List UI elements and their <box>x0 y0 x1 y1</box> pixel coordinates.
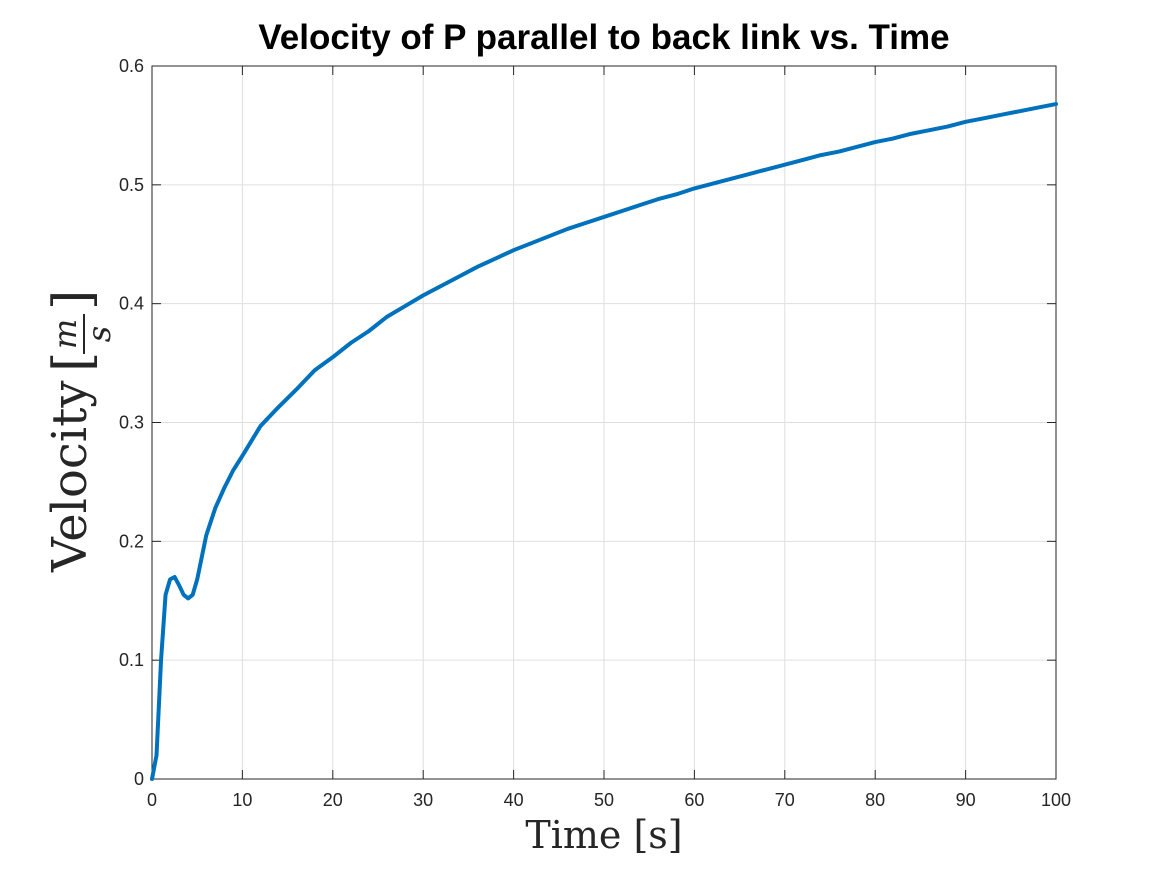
axis-ticks <box>151 65 1057 780</box>
x-tick-label: 60 <box>684 790 704 810</box>
x-tick-label: 80 <box>865 790 885 810</box>
x-tick-label: 90 <box>956 790 976 810</box>
y-tick-label: 0 <box>134 769 144 789</box>
x-tick-label: 40 <box>504 790 524 810</box>
x-tick-label: 10 <box>232 790 252 810</box>
y-axis-unit-denominator: s <box>80 326 118 342</box>
chart-title: Velocity of P parallel to back link vs. … <box>258 18 949 57</box>
y-axis-unit-close-bracket: ] <box>43 290 103 310</box>
y-tick-label: 0.6 <box>119 56 144 76</box>
x-tick-label: 100 <box>1041 790 1071 810</box>
y-axis-unit-open-bracket: [ <box>43 352 103 372</box>
grid-lines <box>151 65 1057 780</box>
x-tick-label: 0 <box>147 790 157 810</box>
y-axis-unit-numerator: m <box>46 319 84 349</box>
x-tick-label: 70 <box>775 790 795 810</box>
y-tick-label: 0.3 <box>119 413 144 433</box>
x-tick-label: 30 <box>413 790 433 810</box>
y-axis-label: Velocity [ m s ] <box>42 290 118 573</box>
x-tick-label: 20 <box>323 790 343 810</box>
y-tick-label: 0.5 <box>119 175 144 195</box>
x-tick-label: 50 <box>594 790 614 810</box>
y-tick-label: 0.1 <box>119 650 144 670</box>
y-tick-label: 0.4 <box>119 294 144 314</box>
x-axis-label: Time [s] <box>525 813 682 857</box>
axis-tick-labels: 0 10 20 30 40 50 60 70 80 90 100 0 0.1 0.2 0.3 0.4 0.5 0.… <box>119 56 1071 810</box>
series-line <box>150 102 1058 781</box>
y-axis-label-text: Velocity <box>42 380 98 573</box>
y-tick-label: 0.2 <box>119 531 144 551</box>
